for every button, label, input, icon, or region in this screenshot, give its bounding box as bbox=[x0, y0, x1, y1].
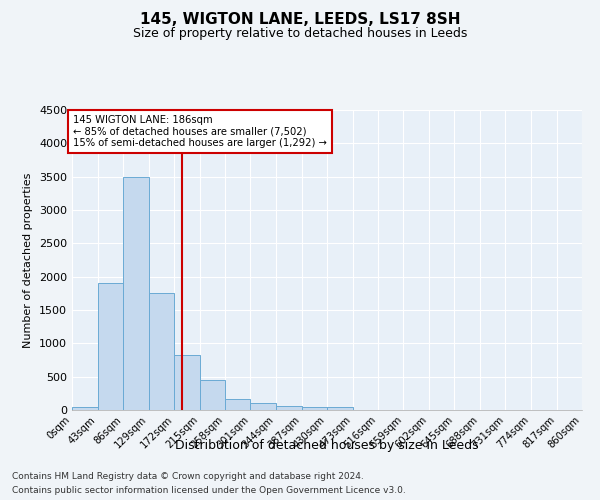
Text: Size of property relative to detached houses in Leeds: Size of property relative to detached ho… bbox=[133, 28, 467, 40]
Bar bbox=[276, 406, 302, 410]
Text: Contains public sector information licensed under the Open Government Licence v3: Contains public sector information licen… bbox=[12, 486, 406, 495]
Text: 145, WIGTON LANE, LEEDS, LS17 8SH: 145, WIGTON LANE, LEEDS, LS17 8SH bbox=[140, 12, 460, 28]
Bar bbox=[199, 380, 225, 410]
Y-axis label: Number of detached properties: Number of detached properties bbox=[23, 172, 34, 348]
Bar bbox=[302, 406, 327, 410]
Text: Distribution of detached houses by size in Leeds: Distribution of detached houses by size … bbox=[175, 438, 479, 452]
Bar bbox=[327, 408, 353, 410]
Bar bbox=[174, 354, 199, 410]
Text: Contains HM Land Registry data © Crown copyright and database right 2024.: Contains HM Land Registry data © Crown c… bbox=[12, 472, 364, 481]
Bar bbox=[123, 176, 149, 410]
Bar bbox=[97, 284, 123, 410]
Text: 145 WIGTON LANE: 186sqm
← 85% of detached houses are smaller (7,502)
15% of semi: 145 WIGTON LANE: 186sqm ← 85% of detache… bbox=[73, 114, 327, 148]
Bar bbox=[149, 294, 174, 410]
Bar bbox=[225, 399, 251, 410]
Bar bbox=[251, 403, 276, 410]
Bar bbox=[72, 406, 97, 410]
